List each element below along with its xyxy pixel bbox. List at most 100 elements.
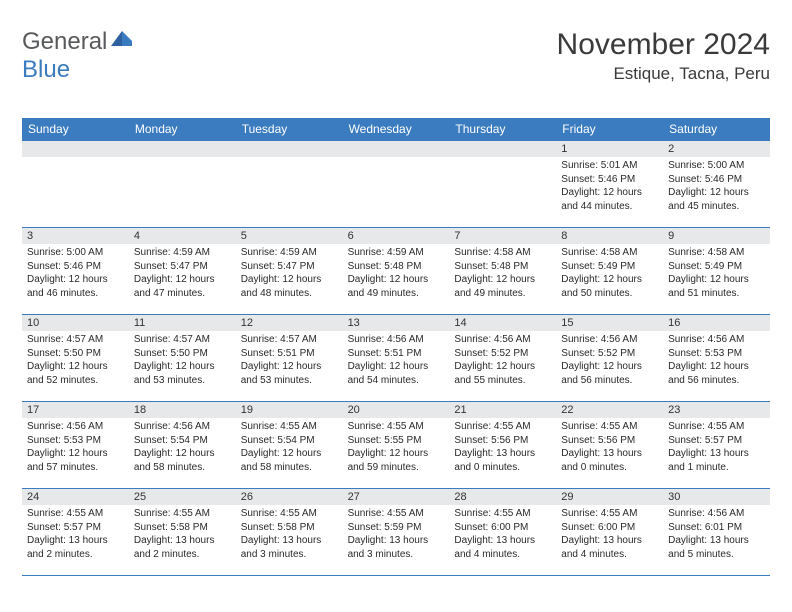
day-cell: 21Sunrise: 4:55 AMSunset: 5:56 PMDayligh… bbox=[449, 402, 556, 488]
day-number: 6 bbox=[343, 228, 450, 244]
daylight-text-2: and 56 minutes. bbox=[561, 374, 658, 388]
sunrise-text: Sunrise: 4:59 AM bbox=[134, 246, 231, 260]
daylight-text-2: and 50 minutes. bbox=[561, 287, 658, 301]
daylight-text-1: Daylight: 12 hours bbox=[561, 186, 658, 200]
daylight-text-1: Daylight: 13 hours bbox=[454, 447, 551, 461]
daylight-text-1: Daylight: 13 hours bbox=[241, 534, 338, 548]
day-number: 3 bbox=[22, 228, 129, 244]
sunrise-text: Sunrise: 4:56 AM bbox=[134, 420, 231, 434]
sunset-text: Sunset: 5:54 PM bbox=[134, 434, 231, 448]
day-content: Sunrise: 4:59 AMSunset: 5:47 PMDaylight:… bbox=[236, 244, 343, 304]
day-content: Sunrise: 4:56 AMSunset: 5:53 PMDaylight:… bbox=[663, 331, 770, 391]
day-content: Sunrise: 4:55 AMSunset: 5:58 PMDaylight:… bbox=[129, 505, 236, 565]
day-content: Sunrise: 4:55 AMSunset: 5:57 PMDaylight:… bbox=[663, 418, 770, 478]
day-content: Sunrise: 4:56 AMSunset: 5:52 PMDaylight:… bbox=[556, 331, 663, 391]
sunset-text: Sunset: 5:54 PM bbox=[241, 434, 338, 448]
day-number: 4 bbox=[129, 228, 236, 244]
sunrise-text: Sunrise: 4:55 AM bbox=[454, 420, 551, 434]
daylight-text-1: Daylight: 12 hours bbox=[134, 447, 231, 461]
day-cell: 12Sunrise: 4:57 AMSunset: 5:51 PMDayligh… bbox=[236, 315, 343, 401]
day-cell: 19Sunrise: 4:55 AMSunset: 5:54 PMDayligh… bbox=[236, 402, 343, 488]
sunset-text: Sunset: 5:46 PM bbox=[668, 173, 765, 187]
day-content: Sunrise: 4:56 AMSunset: 6:01 PMDaylight:… bbox=[663, 505, 770, 565]
week-row: 24Sunrise: 4:55 AMSunset: 5:57 PMDayligh… bbox=[22, 488, 770, 576]
sunset-text: Sunset: 6:00 PM bbox=[454, 521, 551, 535]
day-content: Sunrise: 4:57 AMSunset: 5:50 PMDaylight:… bbox=[129, 331, 236, 391]
day-number: 29 bbox=[556, 489, 663, 505]
sunrise-text: Sunrise: 4:55 AM bbox=[454, 507, 551, 521]
daylight-text-1: Daylight: 12 hours bbox=[348, 447, 445, 461]
day-number: 16 bbox=[663, 315, 770, 331]
header: General November 2024 Estique, Tacna, Pe… bbox=[22, 28, 770, 84]
sunrise-text: Sunrise: 4:55 AM bbox=[27, 507, 124, 521]
sunset-text: Sunset: 5:47 PM bbox=[134, 260, 231, 274]
day-content: Sunrise: 4:55 AMSunset: 5:59 PMDaylight:… bbox=[343, 505, 450, 565]
day-cell bbox=[449, 141, 556, 227]
day-cell bbox=[236, 141, 343, 227]
logo: General bbox=[22, 28, 135, 56]
sunrise-text: Sunrise: 4:55 AM bbox=[668, 420, 765, 434]
sunset-text: Sunset: 5:49 PM bbox=[561, 260, 658, 274]
daylight-text-2: and 55 minutes. bbox=[454, 374, 551, 388]
sunrise-text: Sunrise: 4:59 AM bbox=[348, 246, 445, 260]
day-number bbox=[449, 141, 556, 157]
day-content: Sunrise: 4:59 AMSunset: 5:48 PMDaylight:… bbox=[343, 244, 450, 304]
daylight-text-2: and 2 minutes. bbox=[134, 548, 231, 562]
sunset-text: Sunset: 5:57 PM bbox=[27, 521, 124, 535]
daylight-text-1: Daylight: 13 hours bbox=[134, 534, 231, 548]
sunset-text: Sunset: 5:58 PM bbox=[134, 521, 231, 535]
day-content: Sunrise: 4:55 AMSunset: 5:56 PMDaylight:… bbox=[449, 418, 556, 478]
day-number: 1 bbox=[556, 141, 663, 157]
day-number: 28 bbox=[449, 489, 556, 505]
title-block: November 2024 Estique, Tacna, Peru bbox=[557, 28, 770, 84]
daylight-text-2: and 45 minutes. bbox=[668, 200, 765, 214]
daylight-text-2: and 58 minutes. bbox=[241, 461, 338, 475]
daylight-text-2: and 58 minutes. bbox=[134, 461, 231, 475]
day-content: Sunrise: 4:55 AMSunset: 6:00 PMDaylight:… bbox=[449, 505, 556, 565]
daylight-text-1: Daylight: 12 hours bbox=[134, 360, 231, 374]
sunset-text: Sunset: 5:58 PM bbox=[241, 521, 338, 535]
day-number: 13 bbox=[343, 315, 450, 331]
sunrise-text: Sunrise: 4:58 AM bbox=[668, 246, 765, 260]
day-number: 12 bbox=[236, 315, 343, 331]
page: General November 2024 Estique, Tacna, Pe… bbox=[0, 0, 792, 604]
day-content: Sunrise: 4:55 AMSunset: 5:57 PMDaylight:… bbox=[22, 505, 129, 565]
day-content: Sunrise: 5:00 AMSunset: 5:46 PMDaylight:… bbox=[663, 157, 770, 217]
daylight-text-1: Daylight: 12 hours bbox=[348, 360, 445, 374]
sunset-text: Sunset: 5:53 PM bbox=[27, 434, 124, 448]
sunrise-text: Sunrise: 4:58 AM bbox=[561, 246, 658, 260]
day-cell: 4Sunrise: 4:59 AMSunset: 5:47 PMDaylight… bbox=[129, 228, 236, 314]
daylight-text-2: and 2 minutes. bbox=[27, 548, 124, 562]
day-cell bbox=[129, 141, 236, 227]
weekday-sunday: Sunday bbox=[22, 118, 129, 140]
daylight-text-2: and 3 minutes. bbox=[241, 548, 338, 562]
sunset-text: Sunset: 5:51 PM bbox=[348, 347, 445, 361]
day-number: 7 bbox=[449, 228, 556, 244]
day-cell bbox=[343, 141, 450, 227]
day-content: Sunrise: 4:58 AMSunset: 5:49 PMDaylight:… bbox=[663, 244, 770, 304]
daylight-text-1: Daylight: 12 hours bbox=[241, 360, 338, 374]
sunset-text: Sunset: 5:47 PM bbox=[241, 260, 338, 274]
sunrise-text: Sunrise: 5:00 AM bbox=[27, 246, 124, 260]
day-cell: 29Sunrise: 4:55 AMSunset: 6:00 PMDayligh… bbox=[556, 489, 663, 575]
sunrise-text: Sunrise: 5:00 AM bbox=[668, 159, 765, 173]
daylight-text-2: and 49 minutes. bbox=[348, 287, 445, 301]
day-content: Sunrise: 4:59 AMSunset: 5:47 PMDaylight:… bbox=[129, 244, 236, 304]
daylight-text-1: Daylight: 13 hours bbox=[348, 534, 445, 548]
daylight-text-2: and 52 minutes. bbox=[27, 374, 124, 388]
day-cell: 10Sunrise: 4:57 AMSunset: 5:50 PMDayligh… bbox=[22, 315, 129, 401]
day-number: 14 bbox=[449, 315, 556, 331]
sunset-text: Sunset: 5:56 PM bbox=[561, 434, 658, 448]
sunrise-text: Sunrise: 4:56 AM bbox=[348, 333, 445, 347]
day-number: 27 bbox=[343, 489, 450, 505]
day-number bbox=[22, 141, 129, 157]
day-number: 10 bbox=[22, 315, 129, 331]
week-row: 17Sunrise: 4:56 AMSunset: 5:53 PMDayligh… bbox=[22, 401, 770, 488]
day-number: 26 bbox=[236, 489, 343, 505]
sunset-text: Sunset: 5:46 PM bbox=[561, 173, 658, 187]
day-cell: 11Sunrise: 4:57 AMSunset: 5:50 PMDayligh… bbox=[129, 315, 236, 401]
daylight-text-2: and 53 minutes. bbox=[241, 374, 338, 388]
sunrise-text: Sunrise: 4:55 AM bbox=[241, 507, 338, 521]
day-content: Sunrise: 5:00 AMSunset: 5:46 PMDaylight:… bbox=[22, 244, 129, 304]
day-cell: 14Sunrise: 4:56 AMSunset: 5:52 PMDayligh… bbox=[449, 315, 556, 401]
